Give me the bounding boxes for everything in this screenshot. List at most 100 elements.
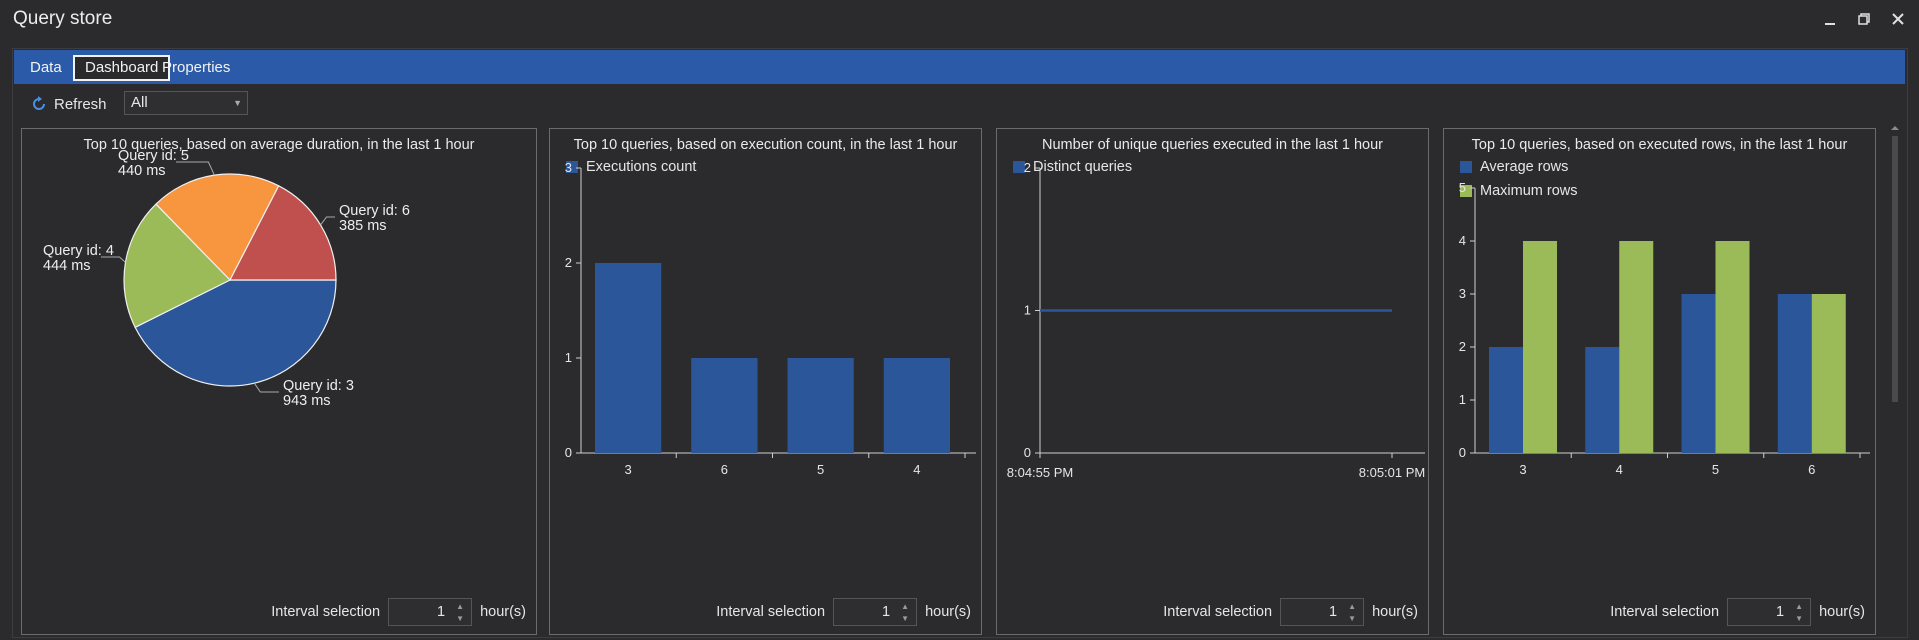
y-tick-label: 5	[1459, 180, 1466, 195]
pie-slice	[155, 173, 280, 282]
refresh-button[interactable]: Refresh	[30, 92, 107, 116]
legend-label: Average rows	[1480, 159, 1569, 175]
x-tick-label: 4	[1616, 462, 1623, 477]
interval-selection: Interval selection 1 ▲ ▼ hour(s)	[1163, 598, 1418, 626]
interval-stepper[interactable]: 1 ▲ ▼	[1727, 598, 1812, 626]
bar	[883, 358, 950, 453]
interval-stepper[interactable]: 1 ▲ ▼	[388, 598, 473, 626]
x-tick-label: 8:04:55 PM	[1007, 465, 1074, 480]
grouped-bar-chart: 0 1 2 3 4 5 3 4 5 6	[1459, 180, 1870, 477]
interval-selection: Interval selection 1 ▲ ▼ hour(s)	[1610, 598, 1865, 626]
pie-label-value: 444 ms	[43, 258, 91, 274]
tab-data[interactable]: Data	[30, 59, 62, 76]
window-titlebar: Query store	[0, 0, 1919, 40]
pie-label-value: 943 ms	[283, 393, 331, 409]
restore-icon	[1858, 13, 1870, 25]
spin-down-icon[interactable]: ▼	[1795, 614, 1804, 623]
panel-unique-queries: Number of unique queries executed in the…	[996, 128, 1429, 635]
x-tick-label: 3	[1519, 462, 1526, 477]
y-tick-label: 3	[1459, 286, 1466, 301]
x-tick-label: 3	[625, 462, 632, 477]
minimize-button[interactable]	[1819, 8, 1841, 30]
close-icon	[1892, 13, 1904, 25]
panel-title: Top 10 queries, based on execution count…	[573, 137, 958, 153]
spin-up-icon[interactable]: ▲	[901, 602, 910, 611]
restore-button[interactable]	[1853, 8, 1875, 30]
interval-unit: hour(s)	[1372, 604, 1418, 620]
pie-label-name: Query id: 3	[283, 378, 354, 394]
close-button[interactable]	[1887, 8, 1909, 30]
panel-executed-rows: Top 10 queries, based on executed rows, …	[1443, 128, 1876, 635]
pie-label-name: Query id: 4	[43, 243, 114, 259]
bar	[691, 358, 758, 453]
legend-swatch	[1460, 161, 1472, 173]
bar	[1777, 294, 1812, 453]
legend-swatch	[1013, 161, 1025, 173]
pie-leader-line	[253, 382, 279, 393]
pie-label-value: 440 ms	[118, 163, 166, 179]
refresh-label: Refresh	[54, 95, 107, 113]
y-tick-label: 1	[1459, 392, 1466, 407]
tab-bar: Data Dashboard Properties	[14, 50, 1905, 84]
spin-down-icon[interactable]: ▼	[1348, 614, 1357, 623]
interval-value: 1	[1775, 604, 1785, 620]
panel-title: Number of unique queries executed in the…	[1042, 137, 1383, 153]
legend-label: Distinct queries	[1033, 159, 1133, 175]
spin-up-icon[interactable]: ▲	[456, 602, 465, 611]
y-tick-label: 2	[1024, 160, 1031, 175]
spin-down-icon[interactable]: ▼	[901, 614, 910, 623]
y-tick-label: 4	[1459, 233, 1466, 248]
bar	[1811, 294, 1846, 453]
bar	[1619, 241, 1654, 453]
content-frame	[12, 48, 1908, 638]
y-tick-label: 0	[1024, 445, 1031, 460]
bar-chart: 0 1 2 3 3 6 5 4	[565, 160, 976, 477]
interval-label: Interval selection	[716, 604, 826, 620]
y-tick-label: 1	[1024, 303, 1031, 318]
spin-up-icon[interactable]: ▲	[1795, 602, 1804, 611]
interval-value: 1	[436, 604, 446, 620]
spin-down-icon[interactable]: ▼	[456, 614, 465, 623]
scrollbar-track	[1891, 126, 1899, 402]
legend-item: Distinct queries	[1013, 159, 1132, 175]
interval-stepper[interactable]: 1 ▲ ▼	[833, 598, 918, 626]
panel-execution-count: Top 10 queries, based on execution count…	[549, 128, 982, 635]
interval-unit: hour(s)	[925, 604, 971, 620]
y-tick-label: 1	[565, 350, 572, 365]
interval-selection: Interval selection 1 ▲ ▼ hour(s)	[271, 598, 526, 626]
filter-dropdown[interactable]: All ▼	[124, 91, 248, 115]
window-controls	[1819, 8, 1909, 30]
x-tick-label: 6	[1808, 462, 1815, 477]
vertical-scrollbar[interactable]	[1889, 124, 1901, 414]
pie-leader-line	[101, 256, 126, 263]
pie-leader-line	[176, 161, 215, 176]
refresh-icon	[33, 96, 45, 110]
y-tick-label: 0	[565, 445, 572, 460]
interval-value: 1	[881, 604, 891, 620]
panel-average-duration: Top 10 queries, based on average duratio…	[21, 128, 537, 635]
y-tick-label: 0	[1459, 445, 1466, 460]
interval-label: Interval selection	[1610, 604, 1720, 620]
legend-item: Executions count	[566, 159, 696, 175]
spin-up-icon[interactable]: ▲	[1348, 602, 1357, 611]
bar	[1523, 241, 1557, 453]
y-tick-label: 3	[565, 160, 572, 175]
tab-dashboard[interactable]: Dashboard	[73, 55, 171, 81]
bar	[1489, 347, 1523, 453]
pie-slice	[134, 279, 337, 387]
filter-value: All	[131, 94, 148, 111]
interval-label: Interval selection	[271, 604, 381, 620]
pie-label-value: 385 ms	[339, 218, 387, 234]
interval-unit: hour(s)	[1819, 604, 1865, 620]
bar	[1715, 241, 1750, 453]
y-tick-label: 2	[565, 255, 572, 270]
tab-properties[interactable]: Properties	[162, 59, 231, 76]
pie-label-name: Query id: 5	[118, 148, 189, 164]
x-tick-label: 4	[913, 462, 920, 477]
x-tick-label: 5	[817, 462, 824, 477]
x-tick-label: 8:05:01 PM	[1359, 465, 1426, 480]
legend-swatch	[1460, 185, 1472, 197]
interval-stepper[interactable]: 1 ▲ ▼	[1280, 598, 1365, 626]
line-chart: 0 1 2 8:04:55 PM 8:05:01 PM	[1007, 160, 1426, 480]
